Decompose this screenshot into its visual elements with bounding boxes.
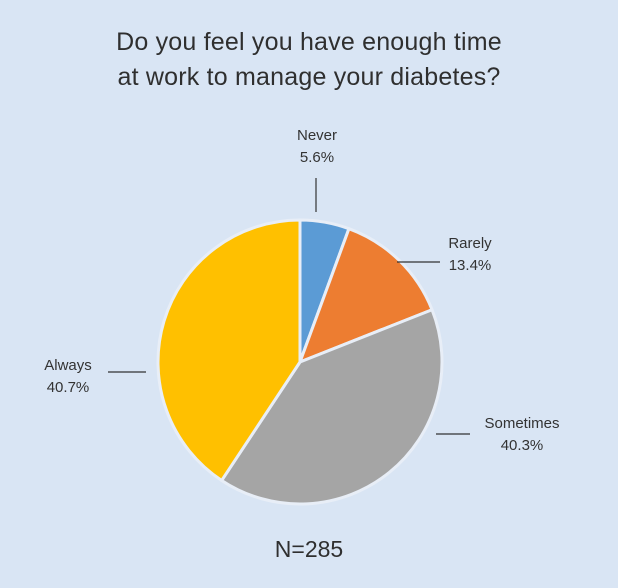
pie-slice-sometimes <box>220 308 444 506</box>
slice-label-never: Never <box>297 127 337 144</box>
chart-title-line-2: at work to manage your diabetes? <box>117 63 501 91</box>
pie-slice-always <box>156 218 302 482</box>
slice-label-rarely: Rarely <box>448 235 492 252</box>
slice-label-always: Always <box>44 357 92 374</box>
chart-title-line-1: Do you feel you have enough time <box>116 28 502 56</box>
slice-value-sometimes: 40.3% <box>501 437 544 454</box>
slice-value-never: 5.6% <box>300 149 334 166</box>
slice-value-rarely: 13.4% <box>449 257 492 274</box>
sample-size-note: N=285 <box>274 536 344 562</box>
slice-label-sometimes: Sometimes <box>484 415 559 432</box>
slice-value-always: 40.7% <box>47 379 90 396</box>
